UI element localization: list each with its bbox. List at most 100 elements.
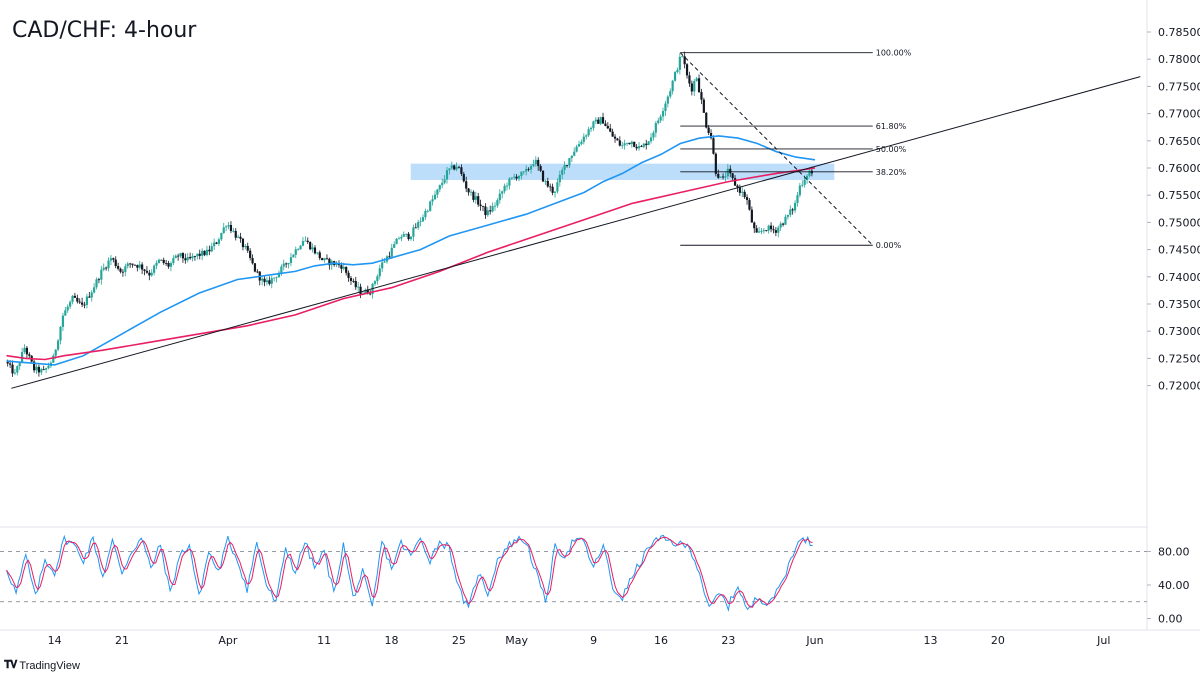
candle: [621, 141, 624, 149]
candle: [208, 245, 211, 256]
candle-body: [628, 142, 631, 145]
candle-body: [145, 270, 149, 273]
candle: [345, 266, 348, 276]
candle: [467, 187, 470, 196]
candle: [117, 262, 120, 271]
candle: [294, 246, 297, 259]
price-tick-label: 0.77000: [1158, 108, 1200, 121]
candle: [489, 205, 492, 215]
candle-body: [234, 230, 237, 238]
candle: [505, 182, 509, 191]
candle-body: [208, 249, 211, 252]
candle: [469, 189, 473, 196]
candle: [695, 76, 698, 82]
candle: [453, 164, 456, 171]
candle-body: [460, 167, 463, 174]
candle-body: [469, 191, 473, 193]
candle: [532, 159, 535, 168]
candle-body: [177, 255, 180, 257]
candle-body: [285, 263, 288, 265]
candle: [426, 209, 429, 213]
candle: [419, 217, 422, 227]
candle: [491, 202, 494, 213]
candle: [765, 230, 768, 232]
candle-body: [88, 296, 91, 298]
candle-body: [429, 201, 432, 211]
candle: [479, 199, 482, 211]
candle-body: [599, 117, 602, 124]
fib-level-label: 61.80%: [876, 122, 907, 131]
candle-body: [165, 263, 168, 264]
candle: [748, 198, 751, 211]
candle-body: [479, 204, 482, 206]
candle-body: [462, 173, 465, 182]
candle: [253, 263, 257, 273]
candle-body: [217, 239, 221, 244]
candle: [318, 250, 321, 261]
candle: [592, 120, 595, 131]
candle: [517, 175, 521, 182]
candle-body: [765, 230, 768, 232]
candle: [107, 257, 110, 272]
candle-body: [597, 119, 600, 124]
candle-body: [321, 258, 324, 261]
candle-body: [690, 83, 693, 92]
candle-body: [268, 280, 271, 284]
candle-body: [513, 176, 516, 178]
candle-body: [769, 225, 773, 230]
candle-body: [59, 326, 62, 341]
candle: [445, 166, 449, 184]
candle: [88, 291, 91, 298]
candle: [373, 280, 377, 287]
candle: [477, 192, 480, 207]
candle: [798, 182, 801, 198]
candle-body: [700, 92, 703, 100]
candle-body: [33, 361, 36, 371]
price-tick-label: 0.72500: [1158, 352, 1200, 365]
candle-body: [193, 256, 197, 257]
candle: [630, 140, 633, 148]
candle: [561, 167, 564, 180]
candle: [673, 71, 677, 82]
candle: [721, 173, 725, 180]
candle-body: [381, 262, 384, 269]
candle-body: [683, 56, 686, 65]
candle-body: [215, 242, 218, 244]
price-tick-label: 0.75500: [1158, 189, 1200, 202]
candle: [148, 269, 151, 281]
candle: [563, 161, 566, 175]
candle: [678, 52, 681, 75]
candle-body: [695, 78, 698, 82]
candle: [772, 225, 775, 234]
candle-body: [109, 258, 113, 261]
candle-body: [357, 286, 360, 288]
candle: [313, 245, 317, 255]
candle: [707, 124, 710, 135]
candle-body: [102, 267, 105, 270]
candle: [529, 163, 533, 174]
candle: [246, 242, 249, 253]
candle-body: [340, 265, 343, 269]
candle: [609, 123, 612, 133]
candle-body: [388, 256, 391, 258]
candle-body: [793, 202, 797, 211]
candle-body: [95, 279, 98, 288]
candle-body: [419, 221, 422, 223]
candle-body: [772, 229, 775, 231]
candle: [215, 241, 218, 245]
candle: [347, 270, 350, 282]
candle: [129, 262, 132, 268]
candle: [90, 290, 93, 302]
candle-body: [568, 158, 571, 166]
candle-body: [150, 272, 153, 276]
moving-average-blue: [6, 135, 816, 366]
candle-body: [630, 141, 633, 145]
candle: [438, 184, 441, 193]
candle: [397, 236, 401, 240]
candle: [421, 214, 425, 223]
candle-body: [445, 170, 449, 180]
oscillator-d-line: [6, 536, 813, 608]
candle-body: [213, 242, 216, 247]
candle: [292, 254, 295, 258]
candle-body: [625, 142, 629, 144]
